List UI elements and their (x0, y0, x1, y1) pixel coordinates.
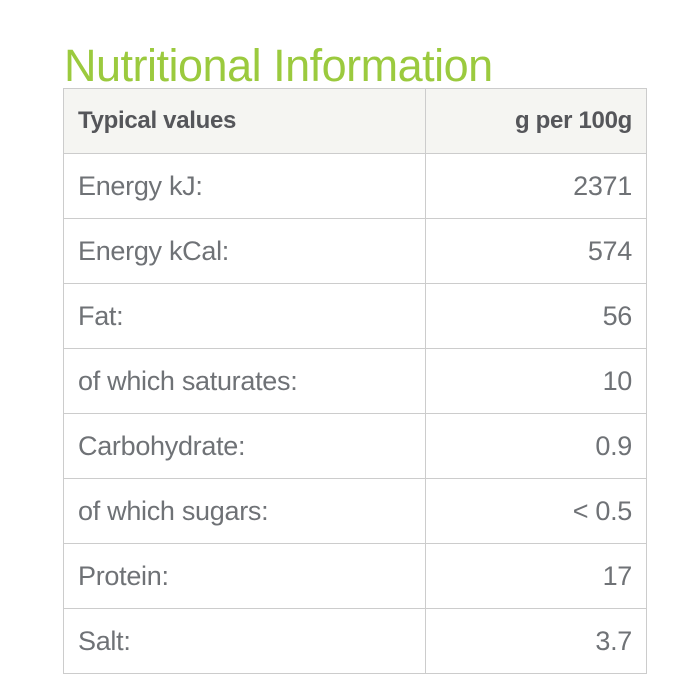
nutrient-value: 17 (425, 543, 647, 609)
nutrient-label: Salt: (63, 608, 426, 674)
table-row: of which saturates: 10 (63, 348, 647, 414)
table-row: of which sugars: < 0.5 (63, 478, 647, 544)
nutrient-value: 3.7 (425, 608, 647, 674)
nutrient-value: 0.9 (425, 413, 647, 479)
nutrient-value: 56 (425, 283, 647, 349)
page-title: Nutritional Information (64, 40, 493, 92)
table-header-row: Typical values g per 100g (63, 88, 647, 154)
nutrition-table-head: Typical values g per 100g (63, 88, 647, 154)
nutrient-label: Energy kJ: (63, 153, 426, 219)
table-row: Energy kJ: 2371 (63, 153, 647, 219)
nutrient-label: Energy kCal: (63, 218, 426, 284)
nutrient-value: 574 (425, 218, 647, 284)
nutrient-label: Protein: (63, 543, 426, 609)
nutrient-label: Fat: (63, 283, 426, 349)
table-row: Protein: 17 (63, 543, 647, 609)
nutrient-label: of which saturates: (63, 348, 426, 414)
table-row: Energy kCal: 574 (63, 218, 647, 284)
table-row: Salt: 3.7 (63, 608, 647, 674)
table-row: Carbohydrate: 0.9 (63, 413, 647, 479)
nutrition-table-body: Energy kJ: 2371 Energy kCal: 574 Fat: 56 of wh… (63, 153, 647, 674)
table-row: Fat: 56 (63, 283, 647, 349)
nutrition-table: Typical values g per 100g Energy kJ: 2371… (63, 88, 647, 674)
nutrient-value: < 0.5 (425, 478, 647, 544)
nutrient-value: 2371 (425, 153, 647, 219)
nutrient-label: of which sugars: (63, 478, 426, 544)
nutrient-value: 10 (425, 348, 647, 414)
column-header-g-per-100g: g per 100g (425, 88, 647, 154)
nutrient-label: Carbohydrate: (63, 413, 426, 479)
column-header-typical-values: Typical values (63, 88, 426, 154)
